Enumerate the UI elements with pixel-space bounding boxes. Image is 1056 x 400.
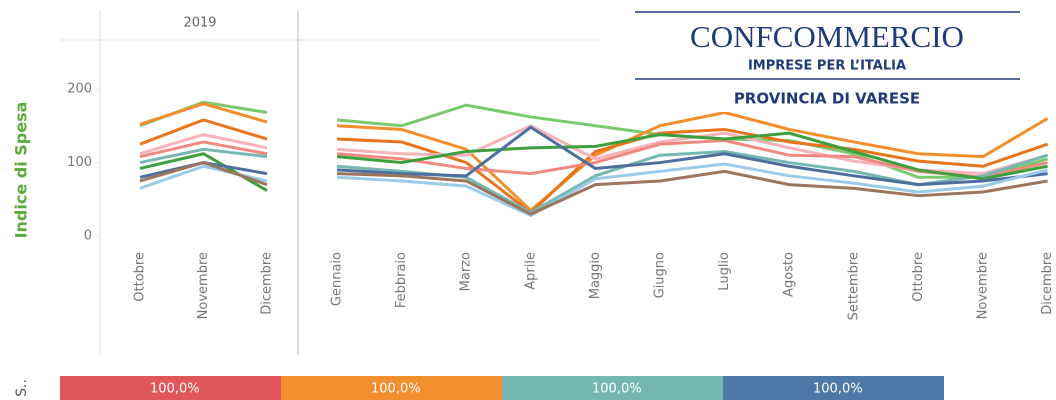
bar-segment-label: 100,0% xyxy=(592,382,642,397)
series-line xyxy=(139,100,268,128)
bar-segment xyxy=(502,376,723,400)
x-tick-label: Ottobre xyxy=(133,252,148,302)
x-tick-label: Novembre xyxy=(196,252,211,319)
y-axis-label: Indice di Spesa xyxy=(12,102,31,239)
bar-segment xyxy=(281,376,502,400)
series-line xyxy=(336,169,1048,216)
series-line xyxy=(336,127,1049,215)
x-tick-label: Maggio xyxy=(588,252,603,299)
series-line xyxy=(336,111,1049,212)
bar-segment-label: 100,0% xyxy=(813,382,863,397)
x-tick-label: Agosto xyxy=(782,252,797,297)
series-line xyxy=(139,133,268,156)
x-tick-label: Luglio xyxy=(717,252,732,291)
y-tick-label: 100 xyxy=(67,155,92,170)
x-tick-label: Dicembre xyxy=(260,252,275,315)
series-line xyxy=(139,102,268,126)
series-line xyxy=(139,147,268,165)
bar-segment-label: 100,0% xyxy=(371,382,421,397)
series-line xyxy=(139,161,268,187)
x-tick-label: Novembre xyxy=(976,252,991,319)
series-line xyxy=(336,162,1048,218)
x-tick-label: Dicembre xyxy=(1040,252,1055,315)
series-line xyxy=(139,118,268,146)
bar-segment xyxy=(60,376,281,400)
x-tick-label: Settembre xyxy=(846,252,861,320)
panel-title: 2019 xyxy=(183,16,216,31)
y-tick-label: 0 xyxy=(84,229,92,244)
series-line xyxy=(336,125,1048,187)
bar-label: S.. xyxy=(14,379,30,397)
x-tick-label: Giugno xyxy=(653,252,668,298)
x-tick-label: Aprile xyxy=(523,252,538,290)
x-tick-label: Ottobre xyxy=(911,252,926,302)
bar-segment-label: 100,0% xyxy=(150,382,200,397)
x-tick-label: Gennaio xyxy=(330,252,345,306)
y-tick-label: 200 xyxy=(67,81,92,96)
series-line xyxy=(336,131,1048,181)
x-tick-label: Marzo xyxy=(459,252,474,291)
bar-segment xyxy=(723,376,944,400)
x-tick-label: Febbraio xyxy=(394,252,409,308)
series-line xyxy=(139,140,268,159)
